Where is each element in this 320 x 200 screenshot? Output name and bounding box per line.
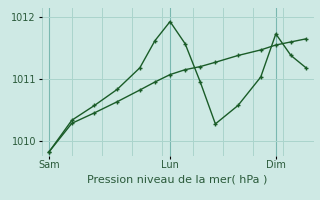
X-axis label: Pression niveau de la mer( hPa ): Pression niveau de la mer( hPa ) <box>87 174 268 184</box>
